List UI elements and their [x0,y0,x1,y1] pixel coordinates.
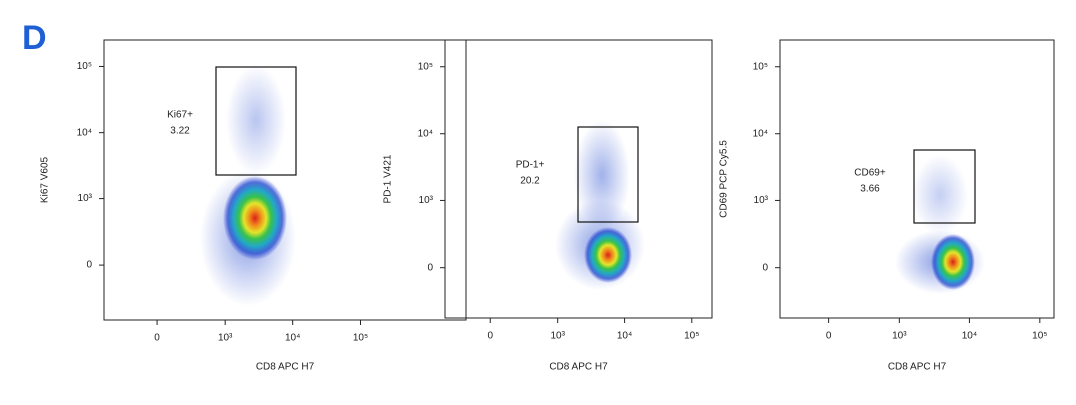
x-tick-label: 0 [154,333,160,344]
x-tick-label: 0 [826,331,832,342]
x-tick-label: 10⁵ [1032,331,1047,342]
y-axis-label: PD-1 V421 [383,154,394,203]
density-cloud [584,227,632,283]
y-tick-label: 0 [762,262,768,273]
y-tick-label: 10⁴ [77,127,92,138]
y-tick-label: 10⁵ [77,61,92,72]
y-axis-label: CD69 PCP Cy5.5 [719,140,730,218]
y-axis-label: Ki67 V605 [40,156,51,203]
gate [577,126,639,223]
gate-percent: 20.2 [520,176,540,187]
y-tick-label: 10⁵ [418,61,433,72]
x-tick-label: 10⁴ [617,331,632,342]
y-tick-label: 10⁴ [753,128,768,139]
x-tick-label: 0 [487,331,493,342]
gate [215,66,297,176]
density-cloud [912,155,968,235]
x-tick-label: 10⁴ [285,333,300,344]
density-cloud [223,176,287,260]
y-tick-label: 10³ [78,193,93,204]
panel-label: D [22,19,47,57]
gate-name: CD69+ [854,168,886,179]
x-axis-label: CD8 APC H7 [256,362,315,373]
x-tick-label: 10⁵ [684,331,699,342]
x-axis-label: CD8 APC H7 [888,362,947,373]
x-tick-label: 10³ [218,333,233,344]
x-tick-label: 10³ [892,331,907,342]
x-axis-label: CD8 APC H7 [549,362,608,373]
density-cloud [931,234,975,290]
x-tick-label: 10⁵ [353,333,368,344]
x-tick-label: 10⁴ [962,331,977,342]
y-tick-label: 10³ [754,195,769,206]
plot-frame [779,39,1055,319]
plot-frame [444,39,713,319]
gate-name: PD-1+ [516,160,545,171]
y-tick-label: 10³ [419,195,434,206]
gate-name: Ki67+ [167,110,193,121]
y-tick-label: 10⁵ [753,61,768,72]
plot-frame [103,39,467,321]
gate-percent: 3.66 [860,184,880,195]
density-cloud [226,65,286,175]
x-tick-label: 10³ [550,331,565,342]
y-tick-label: 10⁴ [418,128,433,139]
gate [913,149,976,224]
y-tick-label: 0 [427,262,433,273]
y-tick-label: 0 [86,260,92,271]
gate-percent: 3.22 [170,126,190,137]
density-cloud [574,120,630,230]
